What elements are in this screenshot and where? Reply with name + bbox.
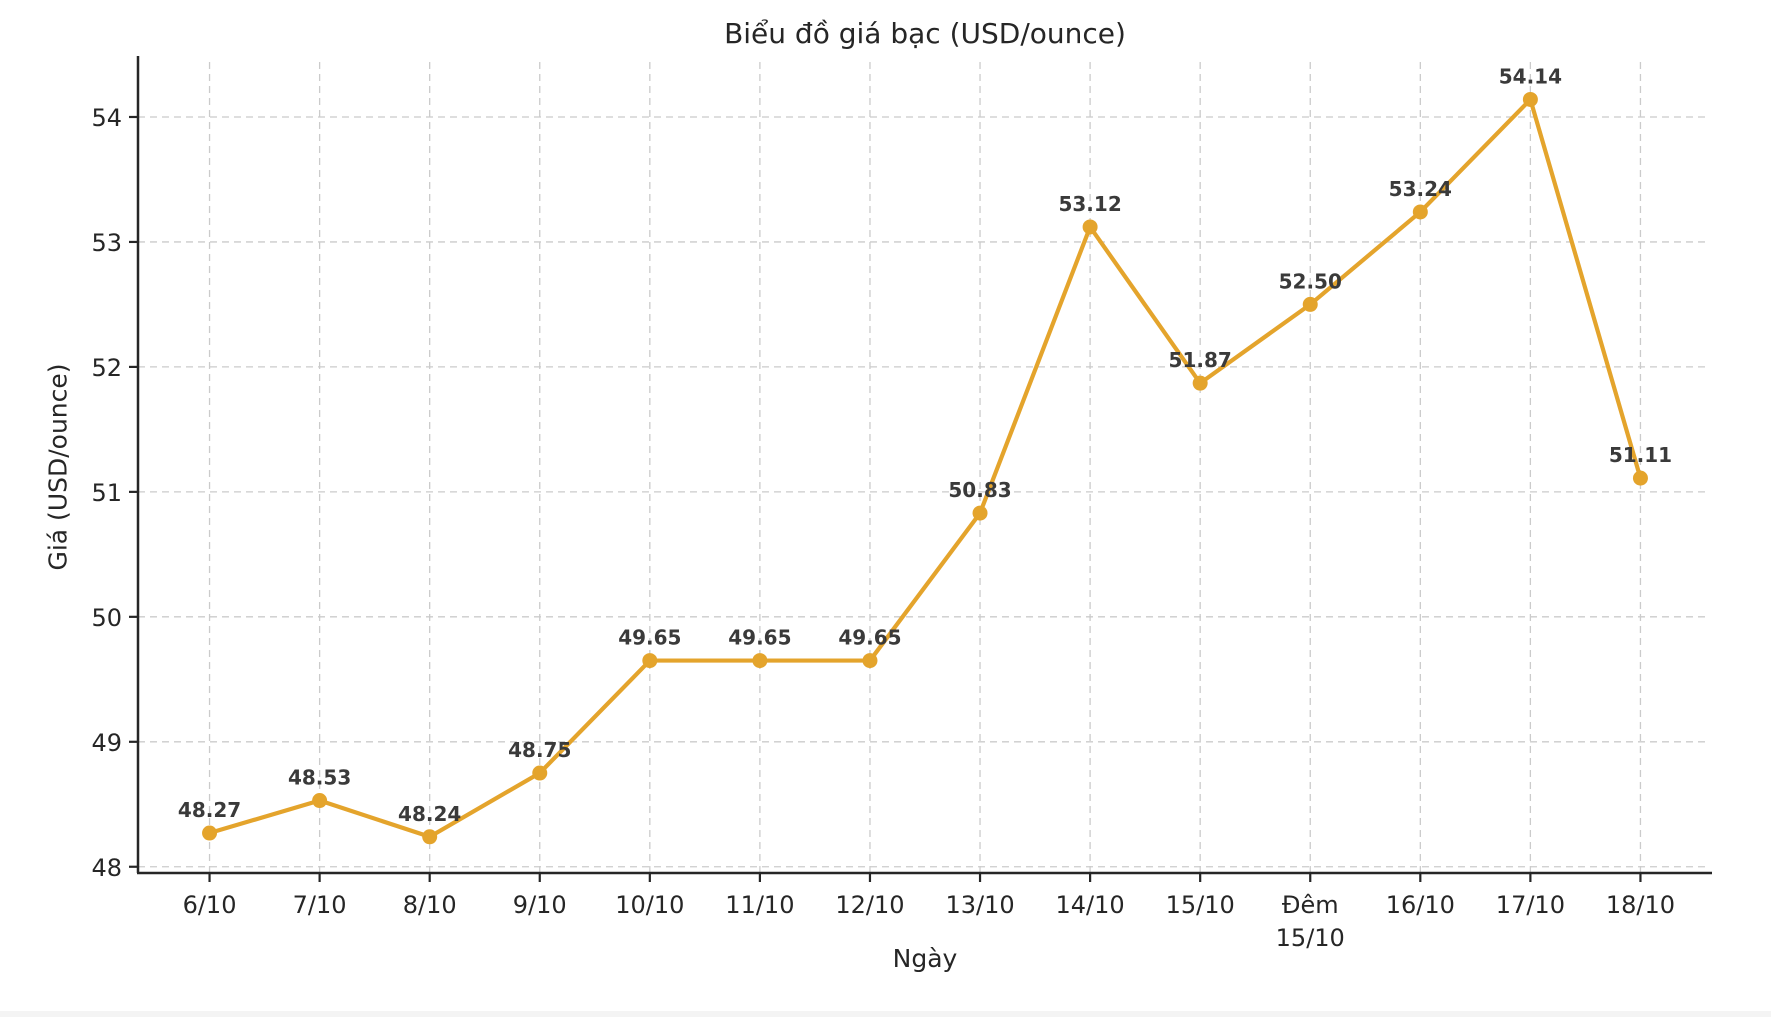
bottom-edge-strip <box>0 1011 1771 1017</box>
data-point-label: 51.87 <box>1169 348 1232 372</box>
y-tick-labels: 48 49 50 51 52 53 54 <box>91 104 122 882</box>
y-tick-label: 51 <box>91 479 122 507</box>
data-point-marker <box>422 829 438 845</box>
data-point-marker <box>1082 219 1098 235</box>
x-axis-title: Ngày <box>892 944 958 973</box>
x-tick-label: 6/10 <box>183 891 237 919</box>
data-point-labels: 48.27 48.53 48.24 48.75 49.65 49.65 49.65 50.83… <box>178 64 1672 825</box>
data-point-marker <box>1412 204 1428 220</box>
x-tick-label: 17/10 <box>1496 891 1565 919</box>
chart-title: Biểu đồ giá bạc (USD/ounce) <box>724 17 1126 50</box>
y-tick-label: 50 <box>91 604 122 632</box>
x-tick-label: 14/10 <box>1056 891 1125 919</box>
data-point-marker <box>642 653 658 669</box>
data-point-label: 49.65 <box>618 626 681 650</box>
x-tick-labels: 6/10 7/10 8/10 9/10 10/10 11/10 12/10 13/10 14/1… <box>183 891 1675 952</box>
data-point-marker <box>972 505 988 521</box>
data-point-label: 52.50 <box>1279 269 1342 293</box>
data-point-label: 49.65 <box>728 626 791 650</box>
data-point-label: 53.24 <box>1389 177 1452 201</box>
y-tick-label: 54 <box>91 104 122 132</box>
data-point-label: 48.24 <box>398 802 461 826</box>
x-tick-label: 11/10 <box>725 891 794 919</box>
data-point-marker <box>1192 375 1208 391</box>
x-tick-label: 10/10 <box>615 891 684 919</box>
data-point-marker <box>202 825 218 841</box>
y-tick-label: 49 <box>91 729 122 757</box>
y-tick-label: 53 <box>91 229 122 257</box>
data-point-label: 51.11 <box>1609 443 1672 467</box>
data-point-marker <box>862 653 878 669</box>
data-point-marker <box>1632 470 1648 486</box>
data-point-marker <box>1522 91 1538 107</box>
x-tick-label: 12/10 <box>835 891 904 919</box>
data-point-label: 49.65 <box>838 626 901 650</box>
data-point-markers <box>202 91 1648 845</box>
x-tick-label: 9/10 <box>513 891 567 919</box>
tick-marks <box>129 115 1642 882</box>
data-point-label: 48.53 <box>288 766 351 790</box>
x-tick-label: 16/10 <box>1386 891 1455 919</box>
x-tick-label: 13/10 <box>945 891 1014 919</box>
data-point-marker <box>312 793 328 809</box>
data-point-marker <box>1302 296 1318 312</box>
gridlines <box>138 62 1710 873</box>
data-point-label: 48.75 <box>508 738 571 762</box>
data-point-marker <box>532 765 548 781</box>
y-axis-title: Giá (USD/ounce) <box>43 363 73 571</box>
data-point-label: 53.12 <box>1058 192 1121 216</box>
data-point-label: 48.27 <box>178 798 241 822</box>
data-point-marker <box>752 653 768 669</box>
price-line <box>207 97 1643 839</box>
axes-spines <box>136 56 1712 875</box>
y-tick-label: 48 <box>91 854 122 882</box>
data-point-label: 50.83 <box>948 478 1011 502</box>
x-tick-label: 18/10 <box>1606 891 1675 919</box>
x-tick-label: 8/10 <box>403 891 457 919</box>
x-tick-label: 15/10 <box>1166 891 1235 919</box>
y-tick-label: 52 <box>91 354 122 382</box>
x-tick-label: 7/10 <box>293 891 347 919</box>
data-point-label: 54.14 <box>1499 64 1562 88</box>
x-tick-label: Đêm 15/10 <box>1276 891 1345 952</box>
